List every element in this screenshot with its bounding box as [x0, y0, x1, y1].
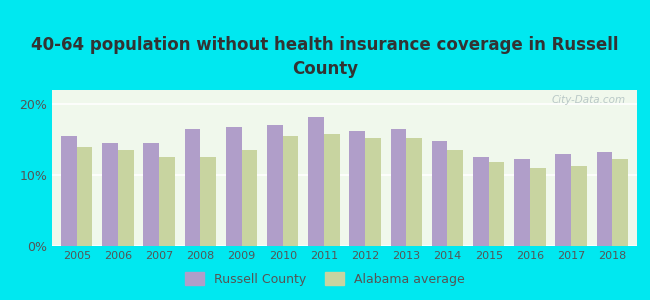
Bar	[118, 150, 133, 246]
Bar	[324, 134, 339, 246]
Bar	[391, 129, 406, 246]
Text: City-Data.com: City-Data.com	[551, 95, 625, 105]
Bar	[283, 136, 298, 246]
Bar	[77, 147, 92, 246]
Bar	[489, 162, 504, 246]
Bar	[350, 131, 365, 246]
Bar	[144, 143, 159, 246]
Bar	[242, 150, 257, 246]
Bar	[308, 117, 324, 246]
Bar	[571, 166, 587, 246]
Bar	[200, 158, 216, 246]
Bar	[226, 127, 242, 246]
Bar	[447, 150, 463, 246]
Bar	[185, 129, 200, 246]
Bar	[365, 137, 381, 246]
Bar	[406, 138, 422, 246]
Bar	[556, 154, 571, 246]
Bar	[514, 159, 530, 246]
Bar	[61, 136, 77, 246]
Bar	[473, 158, 489, 246]
Legend: Russell County, Alabama average: Russell County, Alabama average	[181, 267, 469, 291]
Bar	[612, 160, 628, 246]
Bar	[102, 143, 118, 246]
Text: 40-64 population without health insurance coverage in Russell
County: 40-64 population without health insuranc…	[31, 36, 619, 78]
Bar	[432, 141, 447, 246]
Bar	[267, 125, 283, 246]
Bar	[530, 168, 545, 246]
Bar	[159, 158, 175, 246]
Bar	[597, 152, 612, 246]
